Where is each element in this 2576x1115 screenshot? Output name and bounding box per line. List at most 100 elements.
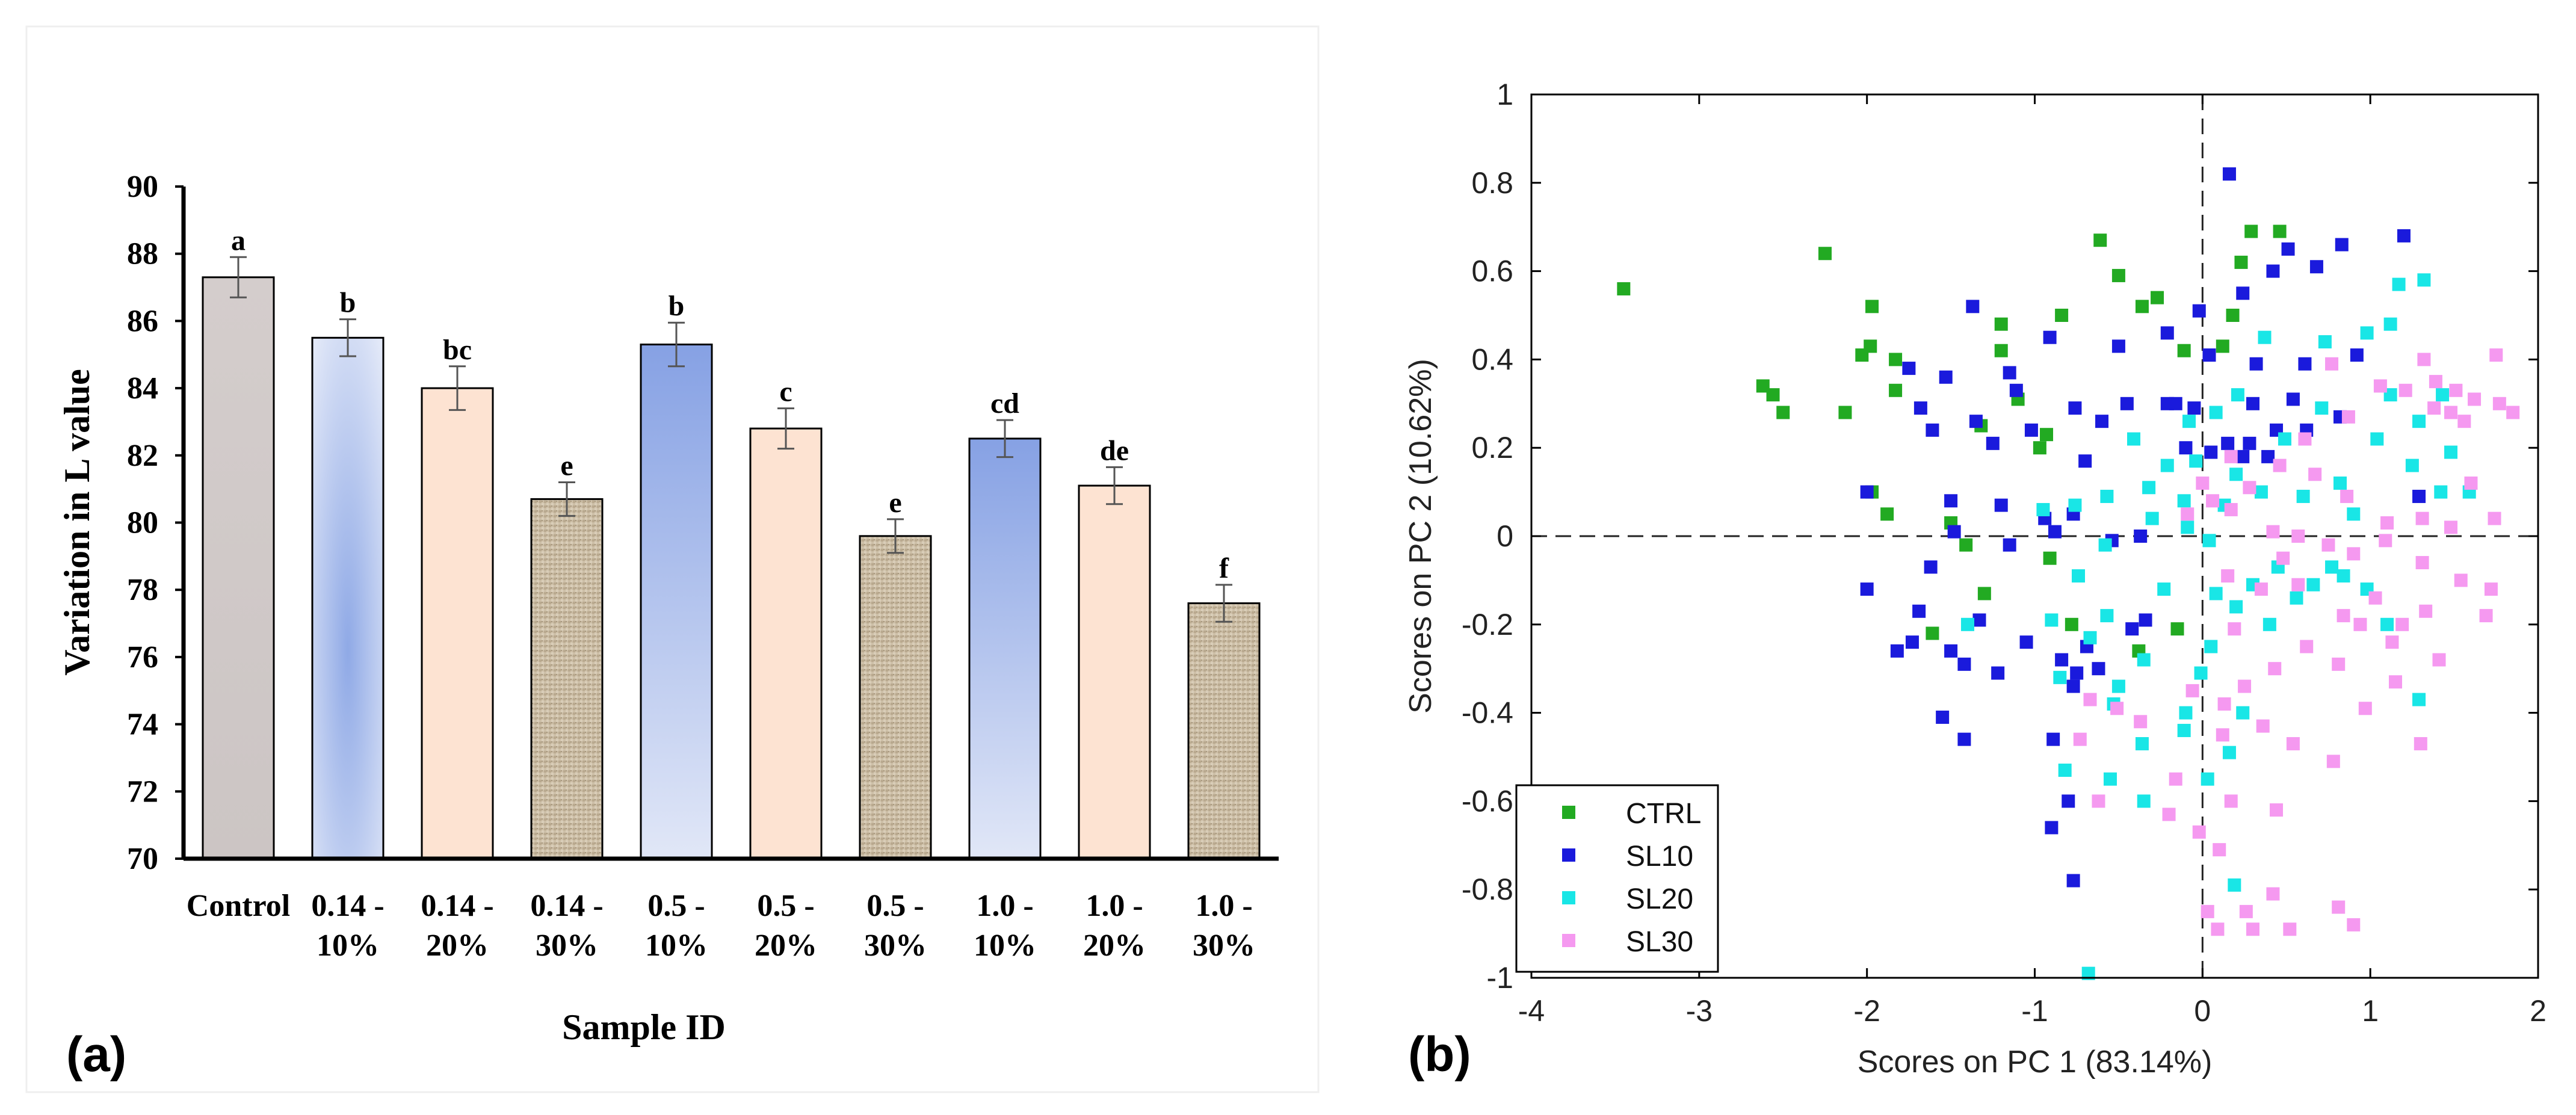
data-point-sl30	[2266, 887, 2280, 901]
y-tick-label: 86	[127, 304, 158, 338]
data-point-sl30	[2224, 502, 2238, 516]
data-point-sl30	[2206, 494, 2220, 508]
y-tick-label: 88	[127, 237, 158, 271]
data-point-sl30	[2162, 808, 2176, 821]
data-point-sl10	[1860, 582, 1874, 596]
data-point-sl30	[2468, 392, 2482, 406]
data-point-sl10	[2139, 613, 2152, 627]
data-point-sl30	[2266, 525, 2280, 539]
data-point-sl10	[2009, 383, 2023, 397]
data-point-ctrl	[2065, 617, 2078, 631]
legend-label-ctrl: CTRL	[1626, 798, 1701, 830]
legend-label-sl30: SL30	[1626, 926, 1693, 958]
data-point-sl30	[2488, 511, 2501, 525]
data-point-ctrl	[2234, 255, 2248, 269]
data-point-sl30	[2388, 675, 2402, 689]
data-point-sl10	[2070, 666, 2084, 680]
significance-letter: c	[779, 376, 792, 408]
data-point-sl20	[2236, 706, 2250, 720]
x-axis-label: Sample ID	[562, 1007, 726, 1047]
y-tick-label: -0.6	[1462, 784, 1513, 818]
data-point-sl30	[2341, 410, 2355, 424]
data-point-sl20	[2434, 485, 2448, 499]
x-tick-label: 1.0 -	[976, 889, 1033, 923]
data-point-sl10	[2266, 264, 2280, 278]
data-point-sl10	[2202, 348, 2216, 362]
data-point-sl10	[2286, 392, 2300, 406]
data-point-sl20	[2380, 617, 2394, 631]
data-point-sl20	[2189, 454, 2203, 468]
data-point-sl20	[2370, 432, 2384, 446]
y-tick-label: 84	[127, 371, 158, 406]
data-point-sl20	[1960, 617, 1974, 631]
data-point-ctrl	[2177, 344, 2191, 357]
data-point-sl30	[2479, 609, 2493, 623]
data-point-sl20	[2135, 737, 2149, 750]
x-tick-label: 10%	[974, 928, 1036, 963]
data-point-ctrl	[2111, 268, 2125, 282]
data-point-sl10	[2243, 436, 2256, 450]
data-point-sl30	[2291, 578, 2305, 591]
data-point-sl20	[2209, 587, 2223, 601]
data-point-sl20	[2417, 273, 2431, 287]
data-point-sl10	[2078, 454, 2092, 468]
y-tick-label: 0.8	[1471, 166, 1513, 200]
data-point-sl30	[2449, 383, 2463, 397]
data-point-sl30	[2110, 702, 2124, 715]
legend-box	[1515, 784, 1719, 973]
data-point-sl20	[2347, 507, 2361, 521]
data-point-ctrl	[2244, 224, 2258, 238]
data-point-sl20	[2100, 489, 2114, 503]
data-point-sl30	[2291, 530, 2305, 543]
y-tick-label: 76	[127, 640, 158, 675]
data-point-ctrl	[1766, 388, 1780, 402]
data-point-ctrl	[1889, 353, 1903, 366]
data-point-sl20	[2068, 498, 2082, 512]
y-tick-label: 82	[127, 439, 158, 473]
data-point-sl10	[1944, 494, 1958, 508]
data-point-sl20	[2412, 693, 2426, 706]
data-point-sl30	[2134, 715, 2148, 729]
x-tick-label: -2	[1853, 994, 1880, 1028]
data-point-sl30	[2492, 397, 2506, 410]
data-point-sl20	[2333, 476, 2347, 490]
data-point-sl30	[2358, 702, 2372, 715]
data-point-sl10	[2062, 794, 2075, 808]
data-point-ctrl	[2033, 441, 2046, 455]
data-point-ctrl	[2151, 291, 2164, 304]
data-point-sl20	[2202, 534, 2216, 548]
data-point-sl10	[1972, 613, 1986, 627]
data-point-sl10	[1902, 362, 1916, 375]
x-tick-label: 0.5 -	[647, 889, 705, 923]
data-point-sl20	[2296, 489, 2310, 503]
data-point-sl10	[2281, 242, 2295, 256]
data-point-sl10	[2048, 525, 2062, 539]
bar	[530, 498, 604, 860]
x-tick-label: 0	[2194, 994, 2211, 1028]
data-point-sl20	[2337, 569, 2350, 583]
significance-letter: de	[1100, 434, 1129, 466]
data-point-ctrl	[2135, 300, 2149, 313]
data-point-sl30	[2254, 582, 2268, 596]
significance-letter: cd	[990, 388, 1019, 419]
data-point-sl10	[2024, 423, 2038, 437]
data-point-sl20	[2111, 679, 2125, 693]
data-point-sl30	[2484, 582, 2498, 596]
data-point-sl30	[2385, 635, 2399, 649]
data-point-sl30	[2326, 755, 2340, 768]
data-point-sl30	[2417, 353, 2431, 366]
data-point-sl10	[2019, 635, 2033, 649]
data-point-sl10	[2066, 874, 2080, 888]
bar	[749, 427, 823, 860]
data-point-sl10	[2179, 441, 2193, 455]
data-point-sl30	[2185, 684, 2199, 697]
x-tick-label: 30%	[536, 928, 598, 963]
data-point-sl30	[2415, 556, 2429, 570]
data-point-sl10	[1986, 436, 2000, 450]
data-point-sl30	[2332, 900, 2346, 914]
data-point-sl30	[2325, 357, 2339, 371]
significance-letter: f	[1219, 552, 1229, 584]
data-point-sl20	[2157, 582, 2171, 596]
data-point-sl30	[2379, 534, 2392, 548]
